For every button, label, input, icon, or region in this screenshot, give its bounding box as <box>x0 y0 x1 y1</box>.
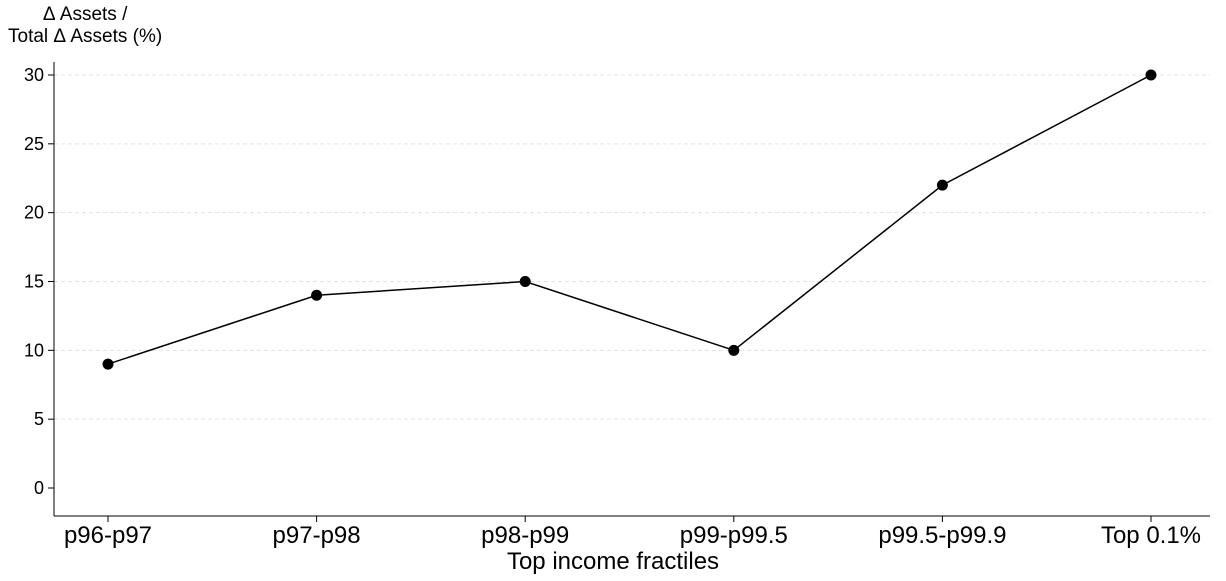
x-tick-label: p99.5-p99.9 <box>878 522 1006 549</box>
series-line <box>107 74 1152 365</box>
data-series <box>102 69 1157 370</box>
y-tick-label: 30 <box>24 65 44 85</box>
y-axis-ticks: 0 5 10 15 20 25 30 <box>24 65 54 498</box>
axes <box>53 62 1210 517</box>
x-tick-label: p96-p97 <box>64 522 152 549</box>
x-axis-label: Top income fractiles <box>506 548 720 575</box>
gridlines <box>54 74 1210 420</box>
data-point <box>519 276 531 287</box>
y-axis-label-line-1: Δ Assets / <box>42 4 128 25</box>
data-point <box>936 179 948 191</box>
data-point <box>102 358 114 370</box>
data-point <box>1145 69 1157 81</box>
y-tick-label: 25 <box>24 134 44 154</box>
data-point <box>728 344 740 356</box>
x-tick-label: p99-p99.5 <box>680 522 788 549</box>
y-tick-label: 15 <box>24 272 44 292</box>
y-tick-label: 0 <box>34 478 44 498</box>
x-tick-label: Top 0.1% <box>1101 522 1201 549</box>
x-axis-ticks: p96-p97 p97-p98 p98-p99 p99-p99.5 p99.5-p99.… <box>64 516 1201 549</box>
y-axis-label: Δ Assets / Total Δ Assets (%) <box>8 4 162 48</box>
y-tick-label: 5 <box>34 409 44 429</box>
x-tick-label: p97-p98 <box>273 522 361 549</box>
y-tick-label: 10 <box>24 340 44 360</box>
x-tick-label: p98-p99 <box>481 522 569 549</box>
y-tick-label: 20 <box>24 203 44 223</box>
y-axis-label-line-2: Total Δ Assets (%) <box>8 26 163 47</box>
data-point <box>311 289 323 301</box>
